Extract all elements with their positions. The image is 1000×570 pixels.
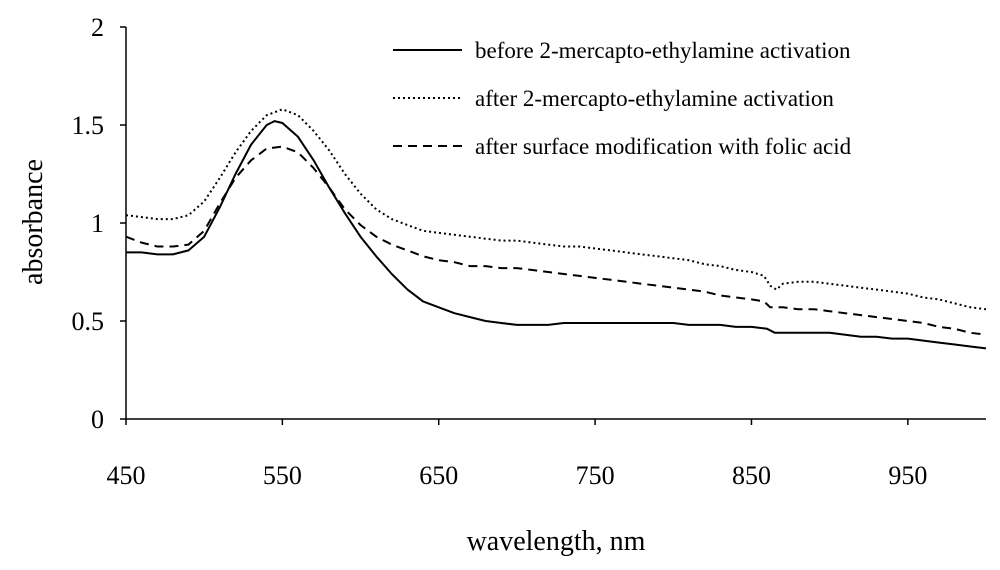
y-tick-label: 0.5 [72,307,105,336]
legend-label: before 2-mercapto-ethylamine activation [475,38,851,63]
x-tick-label: 650 [419,461,458,490]
legend-label: after surface modification with folic ac… [475,134,852,159]
y-tick-label: 0 [91,405,104,434]
x-tick-label: 450 [107,461,146,490]
y-tick-label: 1 [91,209,104,238]
x-axis-title: wavelength, nm [467,526,646,557]
legend-label: after 2-mercapto-ethylamine activation [475,86,834,111]
y-tick-label: 2 [91,13,104,42]
series-line-dashed [125,145,987,336]
series-line-dotted [125,108,987,311]
x-tick-label: 850 [732,461,771,490]
y-tick-label: 1.5 [72,111,105,140]
x-tick-label: 550 [263,461,302,490]
x-tick-label: 750 [576,461,615,490]
y-axis-title: absorbance [18,159,49,285]
series-line-solid [126,120,987,350]
x-tick-label: 950 [888,461,927,490]
